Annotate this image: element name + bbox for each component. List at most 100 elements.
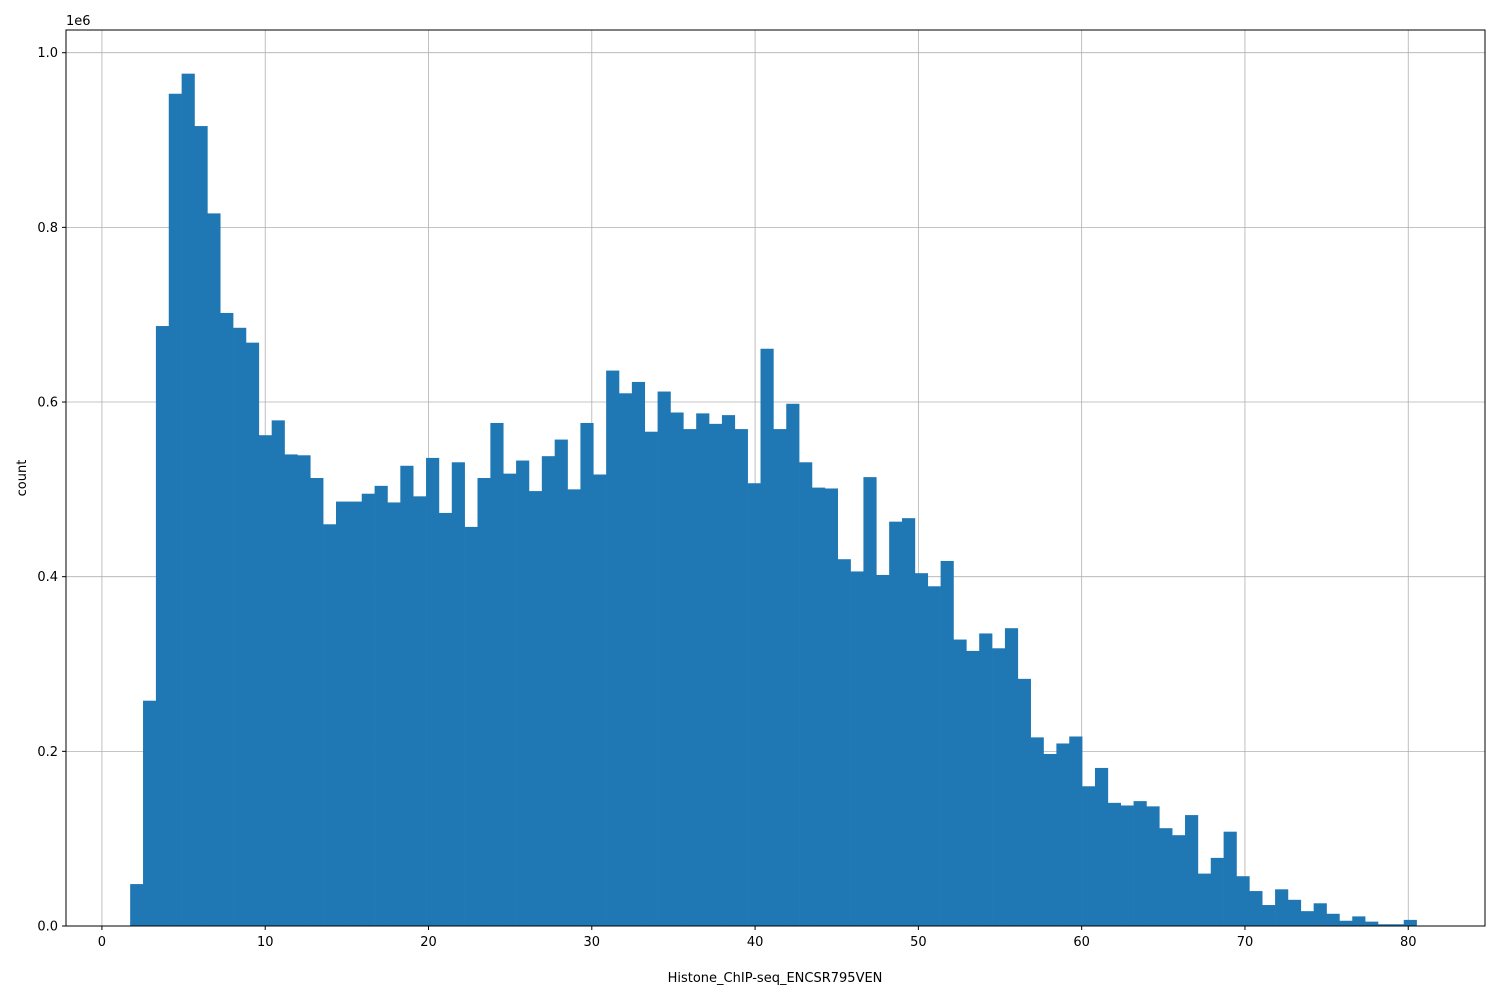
- histogram-bar: [464, 526, 478, 926]
- histogram-bar: [1313, 903, 1327, 926]
- y-tick-label: 0.8: [37, 221, 58, 236]
- histogram-bar: [271, 420, 285, 926]
- histogram-bar: [824, 488, 838, 926]
- x-tick-label: 20: [420, 935, 437, 950]
- histogram-bar: [130, 884, 144, 926]
- histogram-bar: [284, 454, 298, 926]
- x-tick-label: 0: [98, 935, 106, 950]
- histogram-bar: [1223, 831, 1237, 926]
- histogram-bar: [348, 501, 363, 926]
- histogram-bar: [721, 415, 736, 926]
- histogram-bar: [850, 571, 864, 926]
- y-offset-label: 1e6: [66, 14, 91, 29]
- histogram-bar: [992, 648, 1006, 926]
- histogram-bar: [477, 478, 491, 926]
- histogram-bar: [1120, 805, 1134, 926]
- histogram-bar: [1133, 801, 1147, 926]
- histogram-bar: [1107, 802, 1122, 926]
- histogram-bar: [516, 460, 530, 926]
- histogram-bars: [130, 73, 1417, 927]
- histogram-bar: [413, 496, 427, 926]
- histogram-bar: [940, 560, 954, 926]
- histogram-bar: [709, 423, 723, 926]
- histogram-bar: [323, 524, 337, 926]
- histogram-bar: [400, 465, 414, 926]
- histogram-bar: [1069, 736, 1083, 926]
- histogram-bar: [644, 431, 658, 926]
- histogram-bar: [1017, 678, 1031, 926]
- histogram-bar: [619, 393, 633, 927]
- histogram-bar: [490, 422, 504, 926]
- y-axis-ticks: 0.0 0.2 0.4 0.6 0.8 1.0: [37, 46, 66, 935]
- histogram-bar: [233, 327, 247, 927]
- x-tick-label: 10: [257, 935, 274, 950]
- histogram-bar: [438, 512, 453, 926]
- histogram-bar: [1262, 905, 1276, 926]
- histogram-bar: [927, 586, 941, 926]
- histogram-bar: [155, 326, 170, 927]
- histogram-bar: [361, 493, 375, 926]
- histogram-bar: [1082, 786, 1096, 926]
- y-tick-label: 0.2: [37, 745, 58, 760]
- histogram-bar: [966, 650, 980, 926]
- histogram-bar: [811, 487, 826, 926]
- histogram-bar: [1172, 835, 1186, 926]
- histogram-bar: [451, 462, 465, 926]
- histogram-bar: [1365, 921, 1379, 926]
- histogram-bar: [1249, 891, 1263, 926]
- y-axis-label: count: [15, 460, 30, 497]
- histogram-bar: [541, 456, 555, 926]
- histogram-bar: [799, 462, 813, 926]
- histogram-bar: [426, 457, 440, 926]
- histogram-bar: [335, 501, 350, 926]
- x-axis-ticks: 0 10 20 30 40 50 60 70 80: [98, 926, 1417, 950]
- histogram-bar: [143, 700, 157, 926]
- y-tick-label: 0.4: [37, 570, 58, 585]
- histogram-bar: [979, 633, 993, 926]
- histogram-bar: [734, 429, 748, 926]
- x-tick-label: 50: [910, 935, 927, 950]
- y-tick-label: 1.0: [37, 46, 58, 61]
- histogram-bar: [773, 429, 787, 926]
- histogram-bar: [876, 574, 890, 926]
- histogram-bar: [902, 518, 916, 926]
- histogram-bar: [387, 502, 401, 926]
- histogram-bar: [593, 474, 607, 926]
- histogram-bar: [1004, 628, 1019, 926]
- histogram-bar: [1094, 767, 1109, 926]
- x-tick-label: 70: [1237, 935, 1254, 950]
- histogram-bar: [374, 485, 388, 926]
- histogram-bar: [889, 521, 903, 926]
- histogram-bar: [914, 573, 929, 926]
- histogram-bar: [1043, 753, 1057, 926]
- y-tick-label: 0.6: [37, 396, 58, 411]
- histogram-bar: [631, 381, 646, 926]
- histogram-bar: [747, 483, 761, 926]
- histogram-bar: [310, 478, 324, 926]
- histogram-bar: [1056, 743, 1070, 926]
- histogram-bar: [1146, 806, 1160, 926]
- histogram-bar: [1275, 889, 1289, 926]
- histogram-bar: [760, 348, 774, 926]
- x-tick-label: 30: [584, 935, 601, 950]
- histogram-bar: [683, 429, 697, 926]
- histogram-bar: [207, 213, 221, 926]
- histogram-bar: [1197, 873, 1212, 926]
- histogram-bar: [168, 93, 182, 926]
- histogram-bar: [1300, 911, 1314, 926]
- histogram-bar: [503, 473, 517, 926]
- histogram-bar: [181, 73, 195, 926]
- histogram-bar: [953, 639, 967, 926]
- histogram-bar: [1185, 815, 1199, 926]
- histogram-bar: [1352, 916, 1366, 926]
- histogram-bar: [1236, 876, 1250, 926]
- histogram-bar: [1377, 924, 1392, 926]
- x-tick-label: 60: [1073, 935, 1090, 950]
- histogram-bar: [786, 403, 800, 926]
- histogram-bar: [258, 435, 272, 926]
- x-tick-label: 80: [1400, 935, 1417, 950]
- histogram-bar: [554, 439, 568, 926]
- histogram-bar: [528, 491, 543, 926]
- histogram-bar: [297, 455, 311, 926]
